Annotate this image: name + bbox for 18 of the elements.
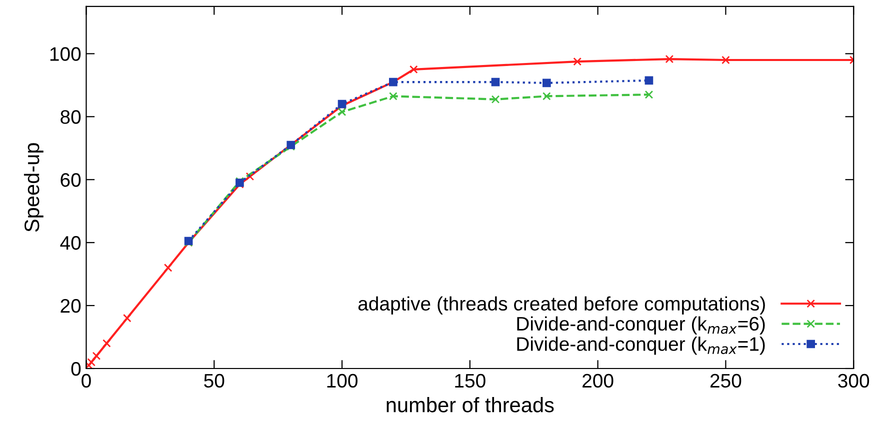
x-tick-label: 250 [710, 374, 742, 388]
y-axis-title: Speed-up [24, 143, 44, 232]
x-tick-label: 300 [838, 374, 870, 388]
y-tick-label: 40 [60, 236, 81, 250]
x-axis-title: number of threads [386, 397, 554, 412]
y-tick-label: 20 [60, 299, 81, 313]
legend-label: Divide-and-conquer (k$_{max}$=6) [517, 316, 765, 335]
y-tick-label: 60 [60, 173, 81, 187]
legend-label: adaptive (threads created before computations) [358, 296, 765, 314]
x-tick-label: 50 [204, 374, 224, 388]
y-tick-label: 80 [60, 110, 81, 124]
x-tick-label: 200 [582, 374, 614, 388]
x-tick-label: 150 [455, 374, 486, 388]
y-tick-label: 0 [71, 362, 81, 376]
y-tick-label: 100 [50, 47, 81, 61]
x-tick-label: 0 [82, 374, 91, 388]
legend-label: Divide-and-conquer (k$_{max}$=1) [517, 336, 765, 355]
x-tick-label: 100 [327, 374, 358, 388]
